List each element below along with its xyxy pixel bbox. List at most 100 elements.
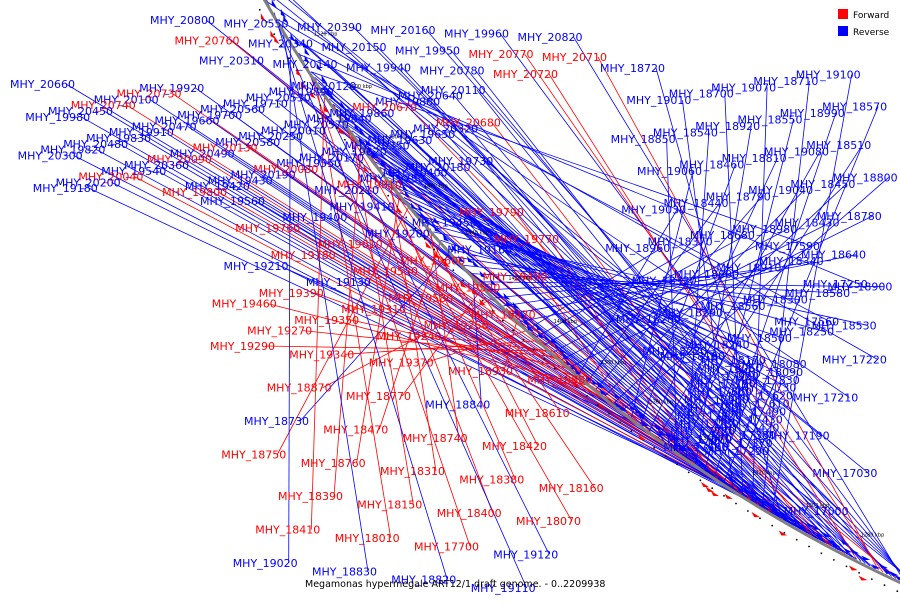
gene-label: MHY_18470 bbox=[323, 423, 388, 436]
forward-gene-glyph bbox=[858, 576, 867, 581]
tick-dot bbox=[387, 195, 389, 197]
gene-label: MHY_18280 bbox=[616, 313, 681, 326]
tick-dot bbox=[846, 566, 848, 568]
gene-label: MHY_18750 bbox=[221, 449, 286, 462]
tick-dot bbox=[884, 584, 886, 586]
gene-label: MHY_18880 bbox=[527, 373, 592, 386]
gene-label: MHY_20820 bbox=[518, 31, 583, 44]
gene-label: MHY_17190 bbox=[765, 429, 830, 442]
gene-label: MHY_18740 bbox=[403, 432, 468, 445]
tick-label: 1400 kbp bbox=[554, 319, 578, 325]
gene-label: MHY_17220 bbox=[822, 354, 887, 367]
gene-label: MHY_19960 bbox=[444, 28, 509, 41]
gene-label: MHY_20390 bbox=[297, 21, 362, 34]
tick-dot bbox=[273, 33, 275, 35]
gene-label: MHY_19210 bbox=[224, 260, 289, 273]
gene-label: MHY_18770 bbox=[346, 390, 411, 403]
tick-dot bbox=[512, 329, 514, 331]
tick-dot bbox=[319, 104, 321, 106]
gene-label: MHY_19060 bbox=[637, 165, 702, 178]
tick-dot bbox=[759, 517, 761, 519]
tick-dot bbox=[700, 480, 702, 482]
legend-item-reverse: Reverse bbox=[838, 26, 890, 38]
gene-label: MHY_20210 bbox=[314, 184, 379, 197]
gene-label: MHY_19460 bbox=[212, 298, 277, 311]
tick-dot bbox=[631, 430, 633, 432]
tick-dot bbox=[723, 495, 725, 497]
gene-label: MHY_19030 bbox=[621, 204, 686, 217]
gene-label: MHY_18840 bbox=[425, 398, 490, 411]
gene-label: MHY_20160 bbox=[371, 24, 436, 37]
tick-label: 1320 kbp bbox=[752, 471, 776, 477]
gene-label: MHY_19010 bbox=[626, 94, 691, 107]
gene-label: MHY_19240 bbox=[377, 330, 442, 343]
gene-label: MHY_20720 bbox=[493, 68, 558, 81]
gene-label: MHY_19980 bbox=[25, 111, 90, 124]
forward-gene-glyph bbox=[706, 487, 714, 493]
gene-label: MHY_19940 bbox=[346, 61, 411, 74]
gene-label: MHY_17250 bbox=[803, 278, 868, 291]
gene-label: MHY_18390 bbox=[278, 490, 343, 503]
forward-gene-glyph bbox=[849, 566, 858, 571]
gene-label: MHY_19020 bbox=[233, 557, 298, 570]
tick-dot bbox=[676, 464, 678, 466]
gene-label: MHY_20310 bbox=[199, 55, 264, 68]
tick-dot bbox=[711, 487, 713, 489]
tick-dot bbox=[554, 368, 556, 370]
tick-dot bbox=[871, 578, 873, 580]
gene-label: MHY_18960 bbox=[605, 242, 670, 255]
gene-label: MHY_20760 bbox=[175, 34, 240, 47]
gene-label: MHY_18310 bbox=[380, 465, 445, 478]
tick-dot bbox=[543, 358, 545, 360]
gene-label: MHY_18320 bbox=[632, 274, 697, 287]
tick-dot bbox=[586, 395, 588, 397]
gene-label: MHY_18400 bbox=[437, 507, 502, 520]
tick-dot bbox=[259, 9, 261, 11]
gene-label: MHY_19760 bbox=[235, 222, 300, 235]
gene-label: MHY_18730 bbox=[244, 415, 309, 428]
tick-label: 1360 kbp bbox=[649, 399, 673, 405]
gene-label: MHY_18830 bbox=[312, 565, 377, 578]
gene-label: MHY_18870 bbox=[267, 382, 332, 395]
gene-label: MHY_18720 bbox=[600, 62, 665, 75]
tick-dot bbox=[608, 413, 610, 415]
tick-dot bbox=[796, 539, 798, 541]
map-caption: Megamonas hypermegale ART12/1 draft geno… bbox=[305, 579, 605, 590]
tick-dot bbox=[619, 422, 621, 424]
legend-item-forward: Forward bbox=[838, 9, 889, 21]
forward-gene-glyph bbox=[701, 482, 709, 488]
legend: Forward Reverse bbox=[838, 9, 890, 38]
tick-label: 1280 kbp bbox=[861, 533, 885, 539]
tick-dot bbox=[433, 249, 435, 251]
legend-swatch-reverse bbox=[838, 26, 848, 36]
legend-swatch-forward bbox=[838, 9, 848, 19]
gene-label: MHY_19370 bbox=[369, 357, 434, 370]
gene-label: MHY_18420 bbox=[482, 440, 547, 453]
gene-label: MHY_18010 bbox=[335, 532, 400, 545]
tick-dot bbox=[784, 532, 786, 534]
gene-label: MHY_18160 bbox=[539, 482, 604, 495]
tick-dot bbox=[858, 572, 860, 574]
gene-label: MHY_19120 bbox=[493, 549, 558, 562]
gene-label: MHY_17700 bbox=[414, 540, 479, 553]
legend-label-reverse: Reverse bbox=[853, 28, 890, 38]
legend-label-forward: Forward bbox=[853, 11, 889, 21]
tick-dot bbox=[405, 217, 407, 219]
tick-dot bbox=[452, 269, 454, 271]
tick-label: 1440 kbp bbox=[465, 231, 489, 237]
gene-label: MHY_20780 bbox=[420, 65, 485, 78]
gene-label: MHY_18150 bbox=[357, 499, 422, 512]
forward-gene-glyph bbox=[752, 512, 761, 517]
gene-label: MHY_20800 bbox=[150, 14, 215, 27]
gene-label: MHY_19180 bbox=[33, 182, 98, 195]
tick-dot bbox=[896, 590, 898, 592]
gene-label: MHY_19340 bbox=[289, 348, 354, 361]
gene-label: MHY_20140 bbox=[273, 58, 338, 71]
gene-label: MHY_20660 bbox=[10, 78, 75, 91]
gene-label: MHY_20150 bbox=[322, 41, 387, 54]
gene-label: MHY_18850 bbox=[611, 133, 676, 146]
tick-dot bbox=[821, 552, 823, 554]
tick-dot bbox=[688, 472, 690, 474]
